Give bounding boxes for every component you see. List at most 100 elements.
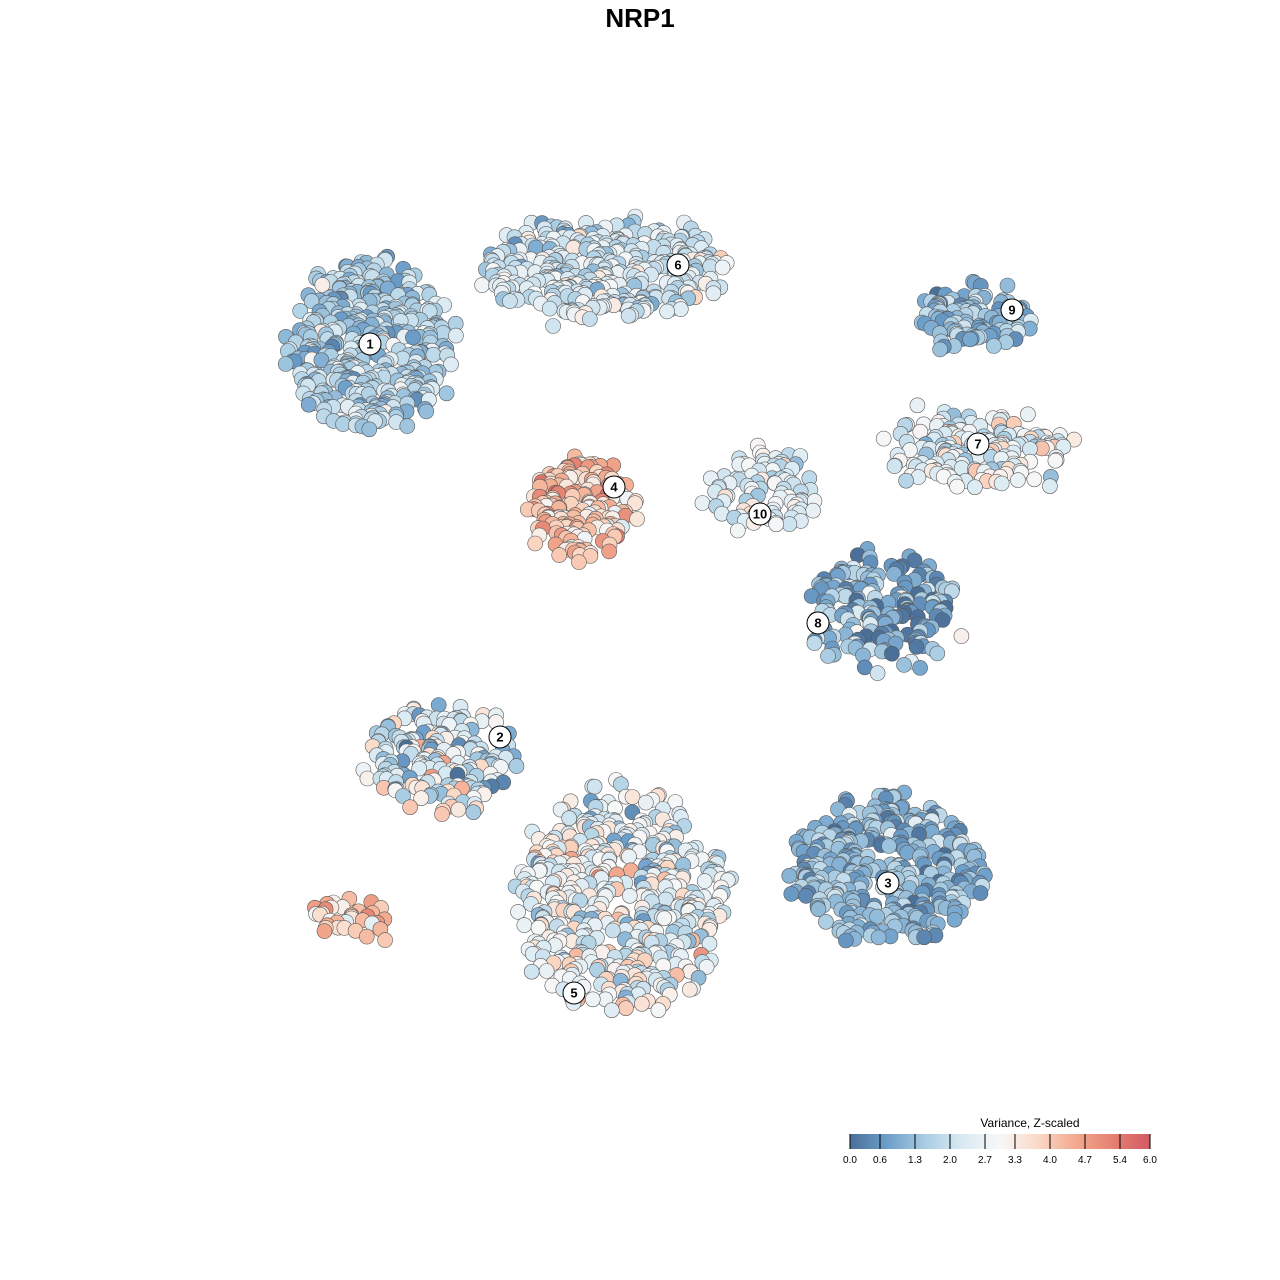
colorbar-tick-label: 6.0	[1143, 1155, 1157, 1166]
data-point	[425, 346, 442, 363]
data-point	[932, 341, 948, 358]
data-point	[300, 396, 317, 413]
colorbar-tick-label: 2.7	[978, 1155, 992, 1166]
cluster-label-text: 10	[753, 507, 767, 522]
data-point	[886, 566, 902, 582]
cluster-label-6: 6	[666, 253, 690, 277]
data-point	[561, 810, 578, 827]
data-point	[650, 1002, 667, 1019]
data-point	[443, 356, 459, 373]
data-point	[714, 259, 731, 276]
data-point	[909, 397, 926, 414]
data-point	[418, 403, 435, 420]
data-point	[411, 760, 428, 777]
data-point	[581, 311, 598, 327]
cluster-label-badge	[666, 253, 690, 277]
colorbar-title: Variance, Z-scaled	[980, 1116, 1079, 1130]
data-point	[523, 963, 540, 980]
cluster-label-2: 2	[488, 725, 512, 749]
data-point	[527, 535, 544, 552]
data-point	[551, 547, 568, 563]
colorbar-tick-label: 3.3	[1008, 1155, 1022, 1166]
data-point	[541, 300, 558, 317]
cluster-label-badge	[966, 432, 990, 456]
cluster-label-badge	[358, 332, 382, 356]
data-point	[881, 838, 897, 854]
data-point	[856, 659, 873, 676]
data-point	[870, 929, 887, 946]
data-point	[953, 628, 970, 644]
data-point	[516, 917, 533, 933]
data-point	[603, 1002, 620, 1019]
data-point	[869, 908, 885, 925]
data-point	[1047, 452, 1064, 469]
data-point	[672, 301, 689, 317]
data-point	[656, 910, 673, 927]
data-point	[629, 511, 645, 527]
data-point	[292, 303, 309, 319]
data-point	[1010, 472, 1026, 488]
data-point	[621, 848, 637, 865]
data-point	[681, 981, 698, 998]
cluster-label-text: 8	[814, 616, 821, 631]
data-point	[875, 430, 892, 447]
data-point	[314, 277, 331, 293]
data-point	[818, 913, 834, 930]
data-point	[584, 991, 601, 1008]
data-point	[972, 885, 989, 901]
cluster-label-text: 4	[610, 480, 618, 495]
cluster-label-text: 7	[974, 437, 981, 452]
data-point	[934, 612, 951, 628]
data-point	[838, 932, 854, 949]
data-point	[399, 418, 416, 434]
colorbar-ticks: 0.0 0.6 1.3 2.0 2.7 3.3 4.0 4.7 5.4 6.0	[843, 1134, 1157, 1166]
chart-title: NRP1	[605, 3, 674, 33]
data-points	[277, 208, 1082, 1019]
colorbar-tick-label: 0.0	[843, 1155, 857, 1166]
data-point	[502, 293, 518, 309]
data-point	[820, 648, 836, 664]
colorbar-rect	[850, 1134, 1150, 1149]
data-point	[508, 758, 525, 774]
data-point	[620, 307, 637, 324]
data-point	[768, 516, 785, 533]
colorbar-gradient	[850, 1134, 1150, 1149]
data-point	[781, 867, 798, 884]
data-point	[465, 804, 482, 821]
data-point	[985, 338, 1002, 354]
cluster-label-badge	[806, 611, 830, 635]
data-point	[621, 887, 638, 904]
data-point	[377, 932, 393, 948]
colorbar-legend: Variance, Z-scaled 0.0 0.6 1.3 2.0 2.7 3.3 4.0…	[843, 1116, 1157, 1166]
colorbar-tick-label: 5.4	[1113, 1155, 1127, 1166]
cluster-label-text: 1	[366, 337, 373, 352]
data-point	[438, 385, 455, 402]
data-point	[698, 959, 715, 975]
cluster-label-10: 10	[748, 502, 772, 526]
cluster-label-9: 9	[1000, 298, 1024, 322]
data-point	[474, 277, 490, 293]
data-point	[929, 645, 946, 662]
cluster-label-3: 3	[876, 871, 900, 895]
colorbar-tick-label: 2.0	[943, 1155, 957, 1166]
data-point	[962, 331, 978, 348]
cluster-label-badge	[748, 502, 772, 526]
data-point	[912, 660, 928, 676]
cluster-label-text: 2	[496, 730, 503, 745]
data-point	[1026, 471, 1043, 488]
data-point	[405, 329, 421, 346]
cluster-label-8: 8	[806, 611, 830, 635]
data-point	[604, 922, 621, 939]
cluster-label-text: 3	[884, 876, 891, 891]
colorbar-tick-label: 1.3	[908, 1155, 922, 1166]
data-point	[908, 638, 925, 655]
data-point	[448, 327, 464, 344]
cluster-label-4: 4	[602, 475, 626, 499]
data-point	[395, 788, 411, 804]
data-point	[316, 923, 333, 939]
data-point	[538, 963, 555, 979]
cluster-label-text: 9	[1008, 303, 1015, 318]
data-point	[949, 478, 965, 495]
data-point	[638, 794, 654, 811]
